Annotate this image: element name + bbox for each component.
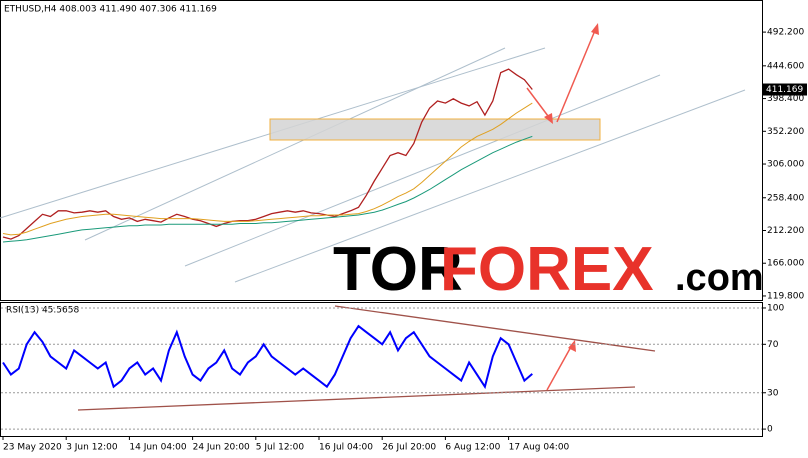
y-tick-label: 30 [767,388,779,398]
annotations [0,23,746,411]
arrow [546,344,573,391]
y-tick-label: 119.800 [767,291,804,301]
watermark: FOREX [440,235,654,304]
series-line [2,68,533,240]
channel-line [84,47,506,241]
y-tick-label: 444.600 [767,61,804,71]
channel-line [234,89,746,283]
x-tick-label: 16 Jul 04:00 [319,443,373,453]
y-tick-label: 166.000 [767,259,804,269]
x-tick-label: 23 May 2020 [3,443,62,453]
x-tick-label: 17 Aug 04:00 [509,443,570,453]
trend-line [77,386,636,411]
y-tick-label: 352.200 [767,127,804,137]
price-tag [763,83,807,96]
rsi-panel [0,302,763,437]
support-zone [269,118,601,141]
chart-title: ETHUSD,H4 408.003 411.490 407.306 411.16… [4,5,217,15]
arrow [526,87,552,121]
price-panel [0,0,763,301]
trend-line [334,305,656,352]
arrow-head [568,340,576,352]
y-tick-label: 70 [767,340,779,350]
x-tick-label: 6 Aug 12:00 [445,443,500,453]
y-tick-label: 306.000 [767,160,804,170]
y-tick-label: 0 [767,425,773,435]
arrow [556,27,597,123]
indicator-title: RSI(13) 45.5658 [6,306,79,316]
y-tick-label: 100 [767,303,784,313]
series-line [2,324,533,390]
arrow-head [591,23,599,35]
arrow-head [544,113,553,124]
series-line [2,102,533,236]
x-tick-label: 24 Jun 20:00 [193,443,250,453]
series-line [2,135,533,243]
x-tick-label: 14 Jun 04:00 [129,443,186,453]
x-tick-label: 3 Jun 12:00 [66,443,118,453]
channel-line [184,74,661,267]
x-tick-label: 5 Jul 12:00 [256,443,305,453]
watermark: TOR [333,235,463,304]
y-tick-label: 398.400 [767,94,804,104]
x-tick-label: 26 Jul 20:00 [382,443,436,453]
y-tick-label: 492.200 [767,28,804,38]
watermark: .com [675,257,764,299]
y-tick-label: 212.200 [767,226,804,236]
price-tag-label: 411.169 [766,85,803,95]
y-tick-label: 258.400 [767,193,804,203]
